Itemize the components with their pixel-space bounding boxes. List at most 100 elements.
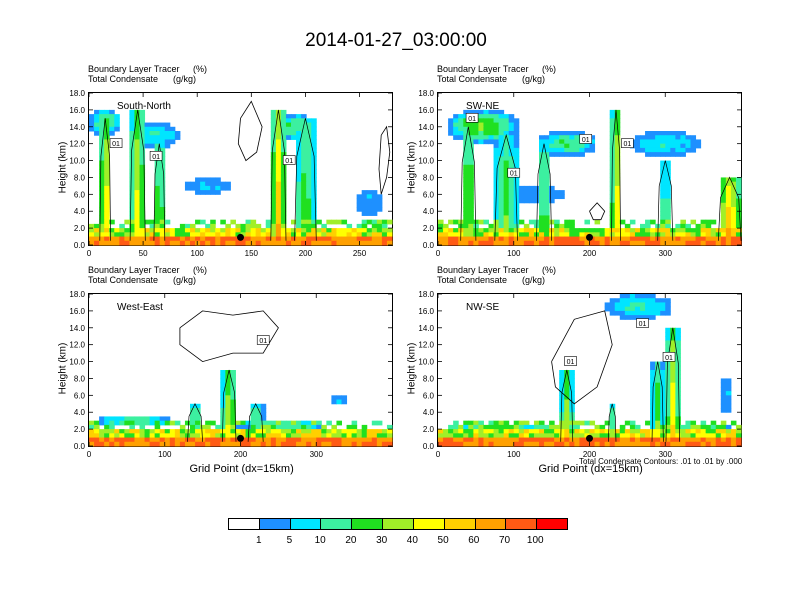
field-cell bbox=[361, 194, 368, 200]
field-cell bbox=[574, 143, 580, 149]
field-cell bbox=[619, 219, 626, 225]
field-cell bbox=[316, 441, 322, 447]
field-cell bbox=[376, 420, 383, 426]
field-cell bbox=[554, 135, 560, 140]
field-cell bbox=[715, 429, 722, 434]
field-cell bbox=[665, 374, 671, 379]
field-cell bbox=[609, 194, 616, 200]
field-cell bbox=[311, 169, 317, 174]
field-cell bbox=[539, 156, 545, 162]
field-cell bbox=[99, 437, 105, 443]
field-cell bbox=[285, 437, 292, 443]
field-cell bbox=[503, 211, 510, 216]
field-cell bbox=[705, 232, 712, 238]
field-cell bbox=[275, 420, 282, 426]
field-cell bbox=[331, 236, 337, 242]
field-cell bbox=[513, 232, 520, 238]
field-cell bbox=[518, 240, 525, 246]
field-cell bbox=[564, 437, 570, 443]
field-cell bbox=[675, 391, 681, 396]
field-cell bbox=[109, 118, 115, 124]
field-cell bbox=[468, 160, 474, 166]
field-cell bbox=[468, 156, 474, 162]
field-cell bbox=[280, 215, 287, 221]
field-cell bbox=[675, 378, 681, 384]
field-cell bbox=[640, 315, 646, 320]
field-cell bbox=[296, 152, 302, 157]
field-cell bbox=[468, 147, 474, 153]
field-cell bbox=[579, 232, 585, 238]
field-cell bbox=[89, 441, 95, 447]
field-cell bbox=[174, 240, 181, 246]
field-cell bbox=[680, 228, 686, 233]
field-cell bbox=[134, 156, 140, 162]
field-cell bbox=[634, 228, 641, 233]
field-cell bbox=[371, 228, 378, 233]
field-cell bbox=[371, 202, 378, 208]
field-cell bbox=[306, 215, 312, 221]
field-cell bbox=[296, 122, 302, 128]
field-cell bbox=[109, 433, 115, 439]
field-cell bbox=[503, 228, 510, 233]
field-cell bbox=[453, 429, 459, 434]
field-cell bbox=[559, 232, 565, 238]
field-cell bbox=[270, 181, 277, 187]
field-cell bbox=[604, 228, 611, 233]
field-cell bbox=[195, 181, 201, 187]
y-tick-label: 10.0 bbox=[69, 157, 85, 166]
field-cell bbox=[149, 139, 156, 145]
field-cell bbox=[341, 240, 348, 246]
field-cell bbox=[493, 228, 500, 233]
field-cell bbox=[569, 433, 575, 439]
field-cell bbox=[316, 236, 322, 242]
field-cell bbox=[665, 143, 671, 149]
field-cell bbox=[700, 441, 707, 447]
field-cell bbox=[614, 207, 621, 212]
field-cell bbox=[174, 420, 181, 426]
field-cell bbox=[665, 194, 671, 200]
field-cell bbox=[645, 143, 651, 149]
field-cell bbox=[498, 223, 505, 229]
field-cell bbox=[503, 143, 510, 149]
field-cell bbox=[640, 143, 646, 149]
field-cell bbox=[634, 306, 641, 312]
field-cell bbox=[316, 424, 322, 430]
field-cell bbox=[569, 223, 575, 229]
field-cell bbox=[493, 173, 500, 178]
field-cell bbox=[493, 122, 500, 128]
field-cell bbox=[275, 185, 282, 191]
field-cell bbox=[609, 207, 616, 212]
field-cell bbox=[336, 395, 342, 401]
field-cell bbox=[508, 126, 515, 132]
field-cell bbox=[675, 344, 681, 350]
field-cell bbox=[680, 232, 686, 238]
field-cell bbox=[559, 420, 565, 426]
field-cell bbox=[94, 223, 100, 229]
field-cell bbox=[159, 185, 166, 191]
field-cell bbox=[119, 433, 125, 439]
field-cell bbox=[539, 228, 545, 233]
condensate-contour bbox=[237, 100, 263, 162]
condensate-contour bbox=[187, 402, 203, 442]
field-cell bbox=[376, 433, 383, 439]
field-cell bbox=[311, 219, 317, 225]
field-cell bbox=[265, 223, 272, 229]
field-cell bbox=[245, 236, 252, 242]
field-cell bbox=[488, 424, 495, 430]
field-cell bbox=[660, 177, 666, 183]
field-cell bbox=[301, 437, 307, 443]
field-cell bbox=[134, 147, 140, 153]
field-cell bbox=[200, 424, 206, 430]
field-cell bbox=[296, 437, 302, 443]
field-cell bbox=[594, 232, 601, 238]
field-cell bbox=[311, 441, 317, 447]
field-cell bbox=[94, 433, 100, 439]
field-cell bbox=[99, 219, 105, 225]
field-cell bbox=[468, 190, 474, 195]
field-cell bbox=[169, 139, 176, 145]
field-cell bbox=[448, 240, 454, 246]
field-cell bbox=[280, 173, 287, 178]
field-cell bbox=[574, 433, 580, 439]
field-cell bbox=[710, 240, 717, 246]
field-cell bbox=[220, 395, 226, 401]
